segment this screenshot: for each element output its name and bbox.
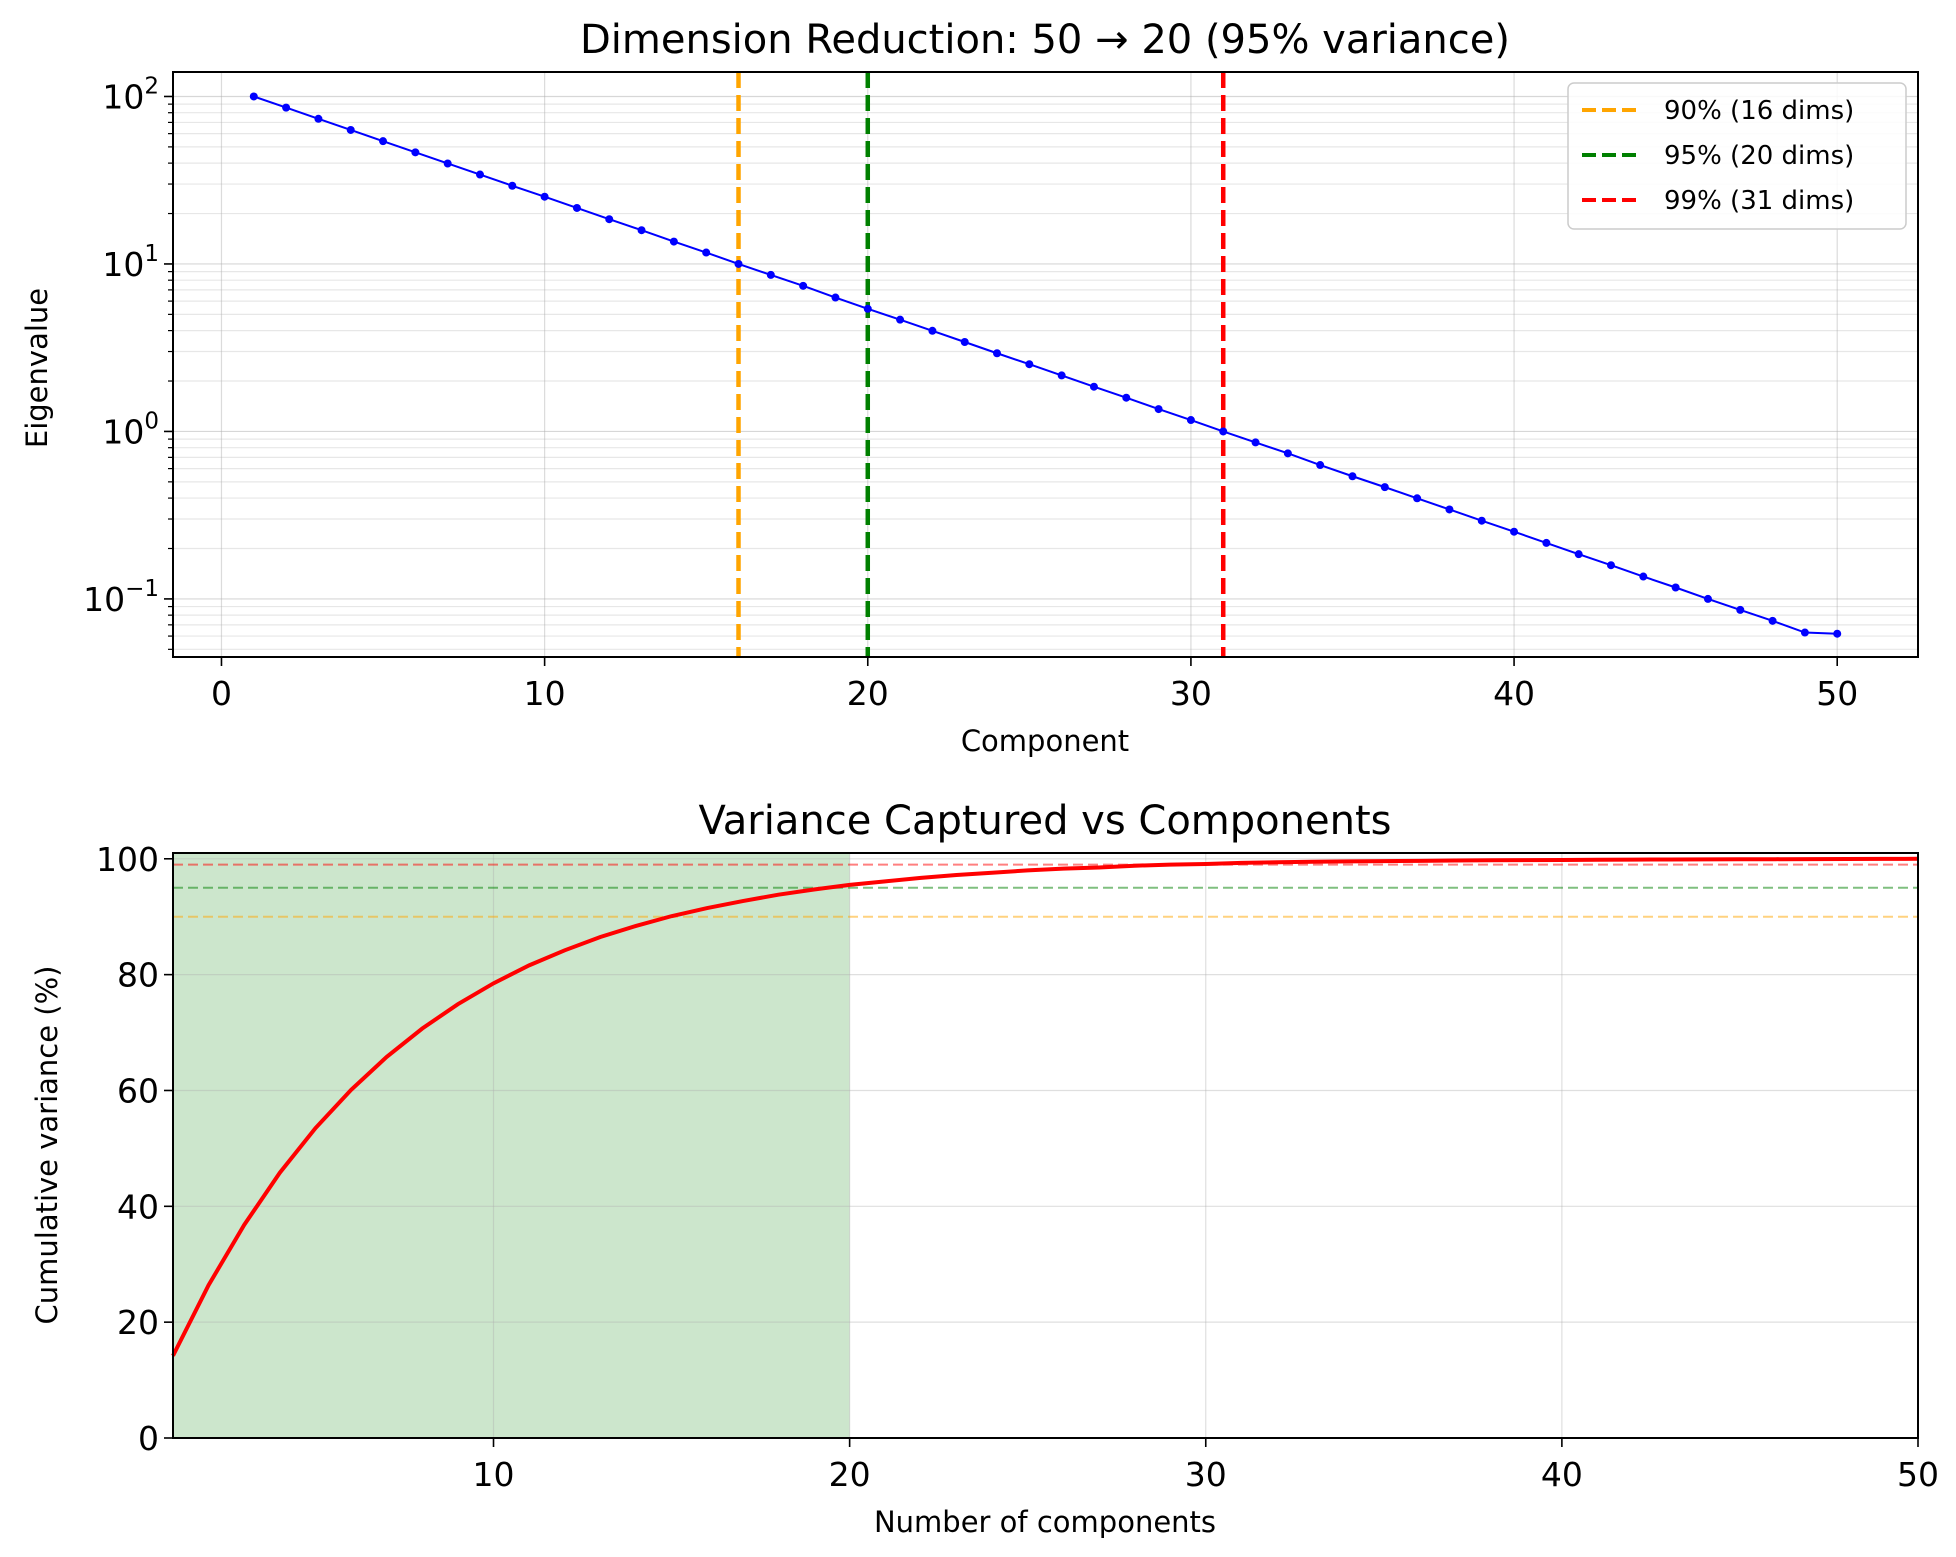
data-point (379, 137, 388, 146)
x-axis-label: Component (961, 724, 1129, 758)
data-point (766, 270, 775, 279)
data-point (863, 304, 872, 313)
x-tick-label: 20 (829, 1455, 871, 1494)
x-tick-label: 30 (1170, 674, 1212, 713)
plot-frame (172, 71, 1919, 658)
data-point (249, 92, 258, 101)
x-tick-label: 20 (847, 674, 889, 713)
data-point (1833, 629, 1842, 638)
y-tick-label: 60 (117, 1071, 159, 1110)
y-tick-label: 40 (117, 1187, 159, 1226)
data-point (734, 259, 743, 268)
y-tick-label: 100 (102, 408, 159, 451)
data-point (1413, 494, 1422, 503)
data-point (314, 114, 323, 123)
data-point (475, 170, 484, 179)
data-point (1057, 371, 1066, 380)
shaded-region-95 (173, 853, 850, 1438)
data-point (1671, 583, 1680, 592)
x-tick-label: 40 (1541, 1455, 1583, 1494)
data-point (960, 337, 969, 346)
y-tick-label: 10−1 (83, 576, 159, 619)
data-point (1800, 628, 1809, 637)
data-point (702, 248, 711, 257)
variance-chart: Variance Captured vs Components 10 20 30 40… (30, 798, 1939, 1539)
x-axis-label: Number of components (874, 1505, 1216, 1539)
y-tick-label: 102 (102, 73, 159, 116)
data-point (1348, 472, 1357, 481)
data-point (1477, 516, 1486, 525)
data-point (1316, 461, 1325, 470)
data-point (605, 215, 614, 224)
y-tick-label: 0 (138, 1419, 159, 1458)
legend-box (1567, 82, 1907, 230)
x-tick-label: 30 (1185, 1455, 1227, 1494)
data-point (346, 125, 355, 134)
data-point (1703, 594, 1712, 603)
legend-label-90: 90% (16 dims) (1664, 96, 1854, 126)
data-point (540, 192, 549, 201)
data-point (1445, 505, 1454, 514)
data-point (411, 148, 420, 157)
data-point (508, 181, 517, 190)
data-point (1380, 483, 1389, 492)
data-point (282, 103, 291, 112)
data-point (1122, 393, 1131, 402)
data-point (1574, 550, 1583, 559)
cumulative-variance-line (171, 856, 1919, 1357)
y-axis-label: Cumulative variance (%) (30, 966, 64, 1325)
y-tick-label: 101 (102, 241, 159, 284)
plot-frame (172, 852, 1919, 1439)
x-tick-label: 50 (1816, 674, 1858, 713)
data-point (1025, 360, 1034, 369)
x-tick-label: 10 (524, 674, 566, 713)
chart-title: Dimension Reduction: 50 → 20 (95% varian… (580, 17, 1510, 63)
x-tick-label: 10 (473, 1455, 515, 1494)
data-point (1736, 605, 1745, 614)
x-tick-label: 50 (1897, 1455, 1939, 1494)
data-point (831, 293, 840, 302)
data-point (1639, 572, 1648, 581)
data-point (896, 315, 905, 324)
data-point (1607, 561, 1616, 570)
data-point (1251, 438, 1260, 447)
legend-label-99: 99% (31 dims) (1664, 186, 1854, 216)
data-point (1154, 405, 1163, 414)
data-point (1186, 416, 1195, 425)
data-point (928, 326, 937, 335)
data-point (1542, 538, 1551, 547)
y-tick-label: 80 (117, 956, 159, 995)
data-point (1283, 449, 1292, 458)
data-point (669, 237, 678, 246)
y-axis-label: Eigenvalue (20, 288, 54, 448)
data-point (572, 203, 581, 212)
data-point (1089, 382, 1098, 391)
data-point (799, 281, 808, 290)
x-tick-label: 0 (211, 674, 232, 713)
chart-title: Variance Captured vs Components (699, 798, 1392, 844)
eigenvalue-series-line (253, 95, 1838, 635)
data-point (1219, 427, 1228, 436)
data-point (993, 349, 1002, 358)
y-tick-label: 20 (117, 1303, 159, 1342)
legend: 90% (16 dims) 95% (20 dims) 99% (31 dims… (1567, 82, 1907, 230)
legend-label-95: 95% (20 dims) (1664, 141, 1854, 171)
data-point (637, 226, 646, 235)
x-tick-label: 40 (1493, 674, 1535, 713)
data-point (1768, 616, 1777, 625)
data-point (1510, 527, 1519, 536)
y-tick-label: 100 (96, 840, 159, 879)
eigenvalue-chart: Dimension Reduction: 50 → 20 (95% varian… (20, 17, 1919, 758)
data-point (443, 159, 452, 168)
